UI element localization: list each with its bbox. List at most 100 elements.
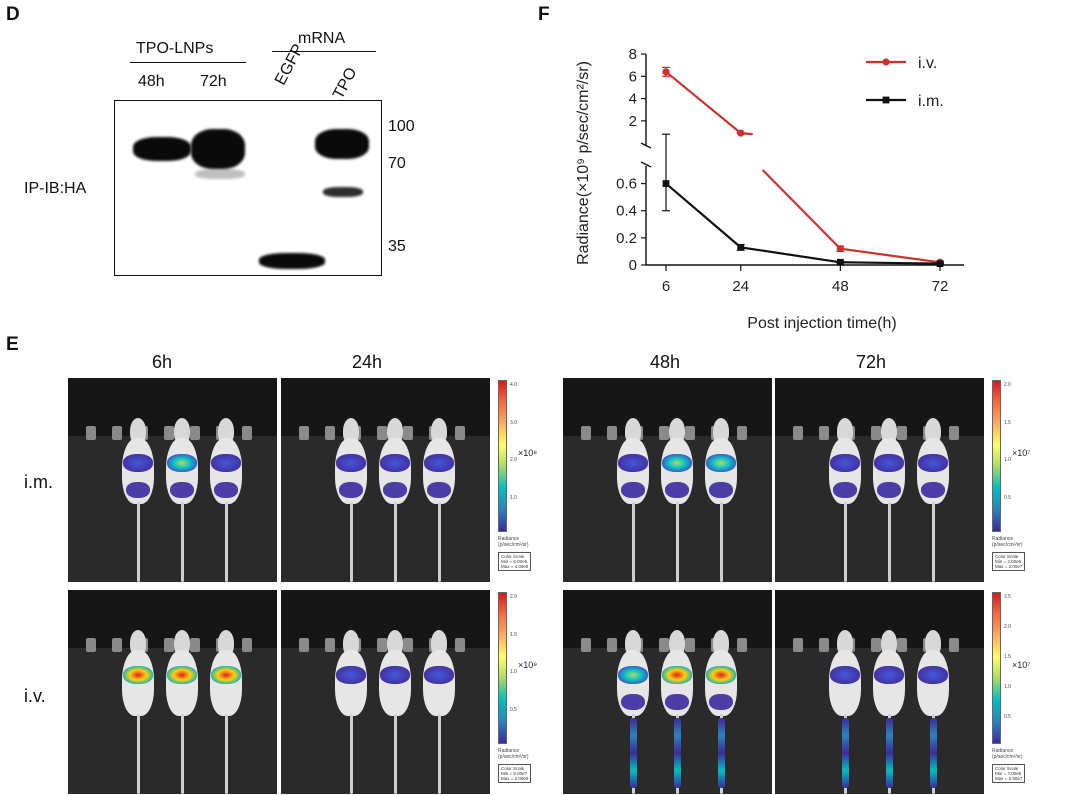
platform-peg — [86, 638, 96, 652]
color-scale-box-line: Color Scale — [501, 554, 525, 559]
mouse-tail — [225, 502, 228, 582]
x-tick-label: 72 — [932, 278, 949, 295]
mouse-head — [713, 630, 729, 656]
mouse-tail — [137, 502, 140, 582]
mouse-figure — [375, 418, 415, 582]
platform-peg — [581, 638, 591, 652]
time-label-48h: 48h — [650, 352, 681, 372]
color-scale-tick-label: 0.5 — [1004, 714, 1011, 720]
signal-spot-lower — [339, 482, 363, 498]
platform-peg — [242, 426, 252, 440]
mouse-figure — [701, 418, 741, 582]
mouse-head — [881, 630, 897, 656]
mouse-head — [218, 418, 234, 444]
color-scale-box-line: Max = 4.00e8 — [501, 564, 529, 569]
color-scale-radiance-label: Radiance — [992, 536, 1014, 542]
mouse-head — [625, 418, 641, 444]
signal-spot — [874, 666, 904, 684]
color-scale-tick-label: 0.5 — [510, 706, 517, 713]
platform-peg — [403, 638, 413, 652]
route-label-im: i.m. — [24, 472, 53, 492]
platform-peg — [164, 638, 174, 652]
signal-spot-lower — [214, 482, 238, 498]
color-scale-tick-label: 2.0 — [510, 594, 517, 600]
group-line-tpo-lnps — [130, 62, 246, 63]
data-point-iv — [662, 68, 670, 76]
mouse-figure — [118, 630, 158, 794]
mouse-figure — [701, 630, 741, 794]
platform-peg — [871, 638, 881, 652]
signal-spot — [123, 666, 153, 684]
band-72h-faint — [195, 169, 245, 179]
platform-peg — [112, 426, 122, 440]
mouse-head — [925, 630, 941, 656]
platform-peg — [607, 638, 617, 652]
y-tick-label-upper: 6 — [629, 68, 637, 85]
lane-label-72h: 72h — [200, 73, 227, 90]
signal-spot-lower — [621, 482, 645, 498]
time-label-72h: 72h — [856, 352, 887, 372]
color-scale-box-line: Color Scale — [995, 766, 1019, 771]
mouse-tail — [888, 502, 891, 582]
platform-peg — [793, 426, 803, 440]
band-48h-high — [133, 137, 191, 161]
color-scale-box-line: Max = 2.00e7 — [995, 564, 1023, 569]
signal-spot-lower — [383, 482, 407, 498]
color-scale-box-line: Max = 2.00e9 — [501, 776, 529, 781]
y-tick-label-lower: 0.6 — [616, 176, 637, 193]
mouse-tail — [676, 502, 679, 582]
data-point-iv — [737, 129, 745, 137]
color-scale-unit: ×10⁹ — [518, 660, 538, 670]
signal-tail — [930, 718, 937, 788]
mouse-tail — [438, 714, 441, 794]
mouse-head — [174, 630, 190, 656]
mouse-figure — [825, 630, 865, 794]
platform-peg — [659, 638, 669, 652]
y-tick-label-upper: 4 — [629, 91, 637, 108]
color-scale-tick-label: 2.0 — [510, 457, 517, 463]
legend-marker-iv — [882, 58, 890, 66]
group-label-mrna: mRNA — [298, 30, 346, 47]
mouse-head — [713, 418, 729, 444]
signal-spot-lower — [427, 482, 451, 498]
chart-y-axis-label: Radiance(×10⁹ p/sec/cm²/sr) — [575, 61, 592, 265]
mouse-head — [387, 630, 403, 656]
signal-spot-lower — [833, 482, 857, 498]
color-scale-radiance-label: Radiance — [498, 748, 520, 754]
color-scale-minmax-box: Color Scale Min = 5.00e6 Max = 4.00e8 — [498, 552, 532, 571]
mouse-head — [431, 630, 447, 656]
signal-tail — [886, 718, 893, 788]
signal-spot — [380, 666, 410, 684]
color-scale-bar — [992, 592, 1001, 744]
mouse-tail — [438, 502, 441, 582]
signal-tail — [718, 718, 725, 788]
color-scale-box-line: Max = 2.50e7 — [995, 776, 1023, 781]
signal-spot — [618, 454, 648, 472]
mouse-figure — [162, 630, 202, 794]
mouse-head — [669, 418, 685, 444]
mouse-tail — [181, 714, 184, 794]
mouse-figure — [869, 418, 909, 582]
mouse-tail — [394, 714, 397, 794]
blot-ylabel: IP-IB:HA — [24, 180, 87, 197]
platform-peg — [607, 426, 617, 440]
signal-spot — [706, 666, 736, 684]
color-scale-tick-label: 3.0 — [510, 419, 517, 426]
platform-peg — [299, 638, 309, 652]
signal-spot — [211, 454, 241, 472]
platform-peg — [737, 638, 747, 652]
signal-spot — [336, 454, 366, 472]
chart-x-axis-label: Post injection time(h) — [747, 315, 896, 332]
signal-spot — [662, 454, 692, 472]
color-scale-tick-label: 1.5 — [510, 631, 517, 638]
band-tpo-mid — [323, 187, 363, 197]
imaging-panel — [68, 378, 277, 582]
mouse-figure — [419, 630, 459, 794]
platform-peg — [897, 638, 907, 652]
mouse-figure — [613, 630, 653, 794]
mouse-figure — [419, 418, 459, 582]
signal-spot-lower — [877, 482, 901, 498]
data-point-iv — [836, 245, 844, 253]
mouse-head — [881, 418, 897, 444]
color-scale-minmax-box: Color Scale Min = 5.00e7 Max = 2.00e9 — [498, 764, 532, 783]
